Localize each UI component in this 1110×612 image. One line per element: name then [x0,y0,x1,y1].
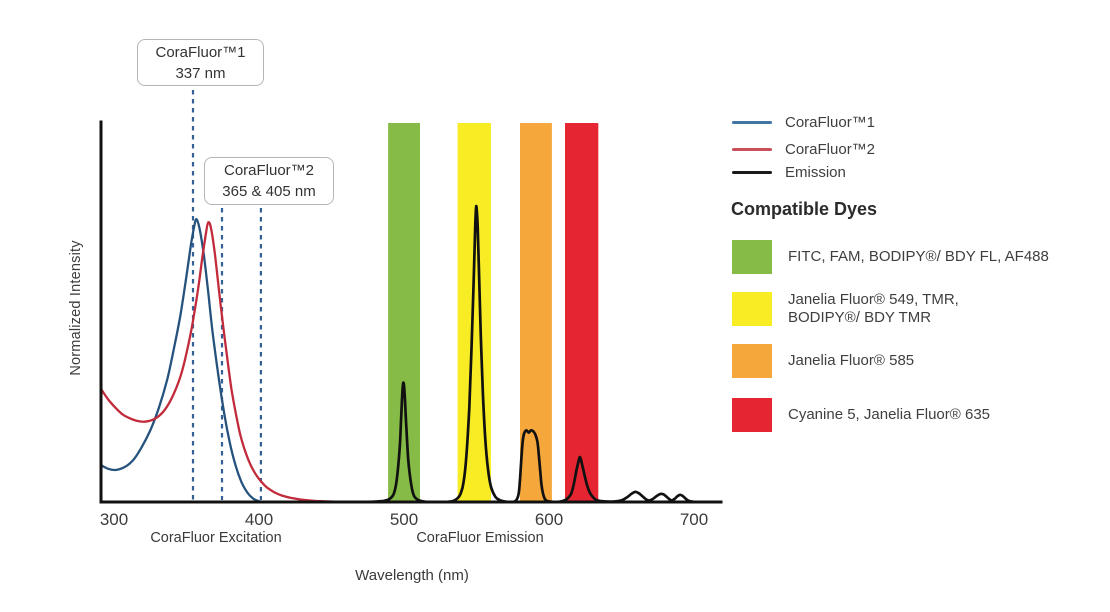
emission-band-orange [520,123,552,502]
callout-corafluor2: CoraFluor™2 365 & 405 nm [204,157,334,205]
dye-label: FITC, FAM, BODIPY®/ BDY FL, AF488 [788,248,1049,265]
x-tick-label-600: 600 [535,510,563,529]
legend-line-black [732,171,772,174]
callout-corafluor1-title: CoraFluor™1 [155,43,246,61]
dye-label: Janelia Fluor® 585 [788,352,915,369]
dye-label: Janelia Fluor® 549, TMR, BODIPY®/ BDY TM… [788,291,959,326]
green-swatch [732,240,772,274]
dye-row-orange: Janelia Fluor® 585 [732,344,914,378]
x-axis-title: Wavelength (nm) [355,567,469,584]
x-tick-label-700: 700 [680,510,708,529]
curve-excitation-corafluor-1 [99,218,266,504]
orange-swatch [732,344,772,378]
y-axis-title: Normalized Intensity [68,240,84,376]
legend-label: CoraFluor™1 [785,114,876,131]
dye-row-green: FITC, FAM, BODIPY®/ BDY FL, AF488 [732,240,1049,274]
axes [99,120,723,504]
legend-line-red [732,148,772,151]
emission-band-green [388,123,420,502]
legend-item-corafluor2: CoraFluor™2 [732,141,875,158]
legend-line-blue [732,121,772,124]
emission-caption: CoraFluor Emission [416,530,544,546]
callout-corafluor1-value: 337 nm [175,64,226,82]
excitation-caption: CoraFluor Excitation [150,530,282,546]
callout-corafluor2-title: CoraFluor™2 [223,162,315,179]
dye-label: Cyanine 5, Janelia Fluor® 635 [788,406,991,423]
x-tick-label-300: 300 [100,510,128,529]
legend-item-corafluor1: CoraFluor™1 [732,114,875,131]
x-tick-label-400: 400 [245,510,273,529]
legend-label: CoraFluor™2 [785,141,876,158]
callout-corafluor2-value: 365 & 405 nm [222,183,316,200]
callout-corafluor1: CoraFluor™1 337 nm [137,39,264,86]
red-swatch [732,398,772,432]
dye-row-yellow: Janelia Fluor® 549, TMR, BODIPY®/ BDY TM… [732,291,959,327]
x-tick-label-500: 500 [390,510,418,529]
compatible-dyes-title: Compatible Dyes [731,199,878,219]
curve-excitation-corafluor-2 [99,221,351,504]
legend-item-emission: Emission [732,164,846,181]
emission-band-red [565,123,599,502]
dye-row-red: Cyanine 5, Janelia Fluor® 635 [732,398,990,432]
yellow-swatch [732,292,772,326]
legend-label: Emission [785,164,846,181]
